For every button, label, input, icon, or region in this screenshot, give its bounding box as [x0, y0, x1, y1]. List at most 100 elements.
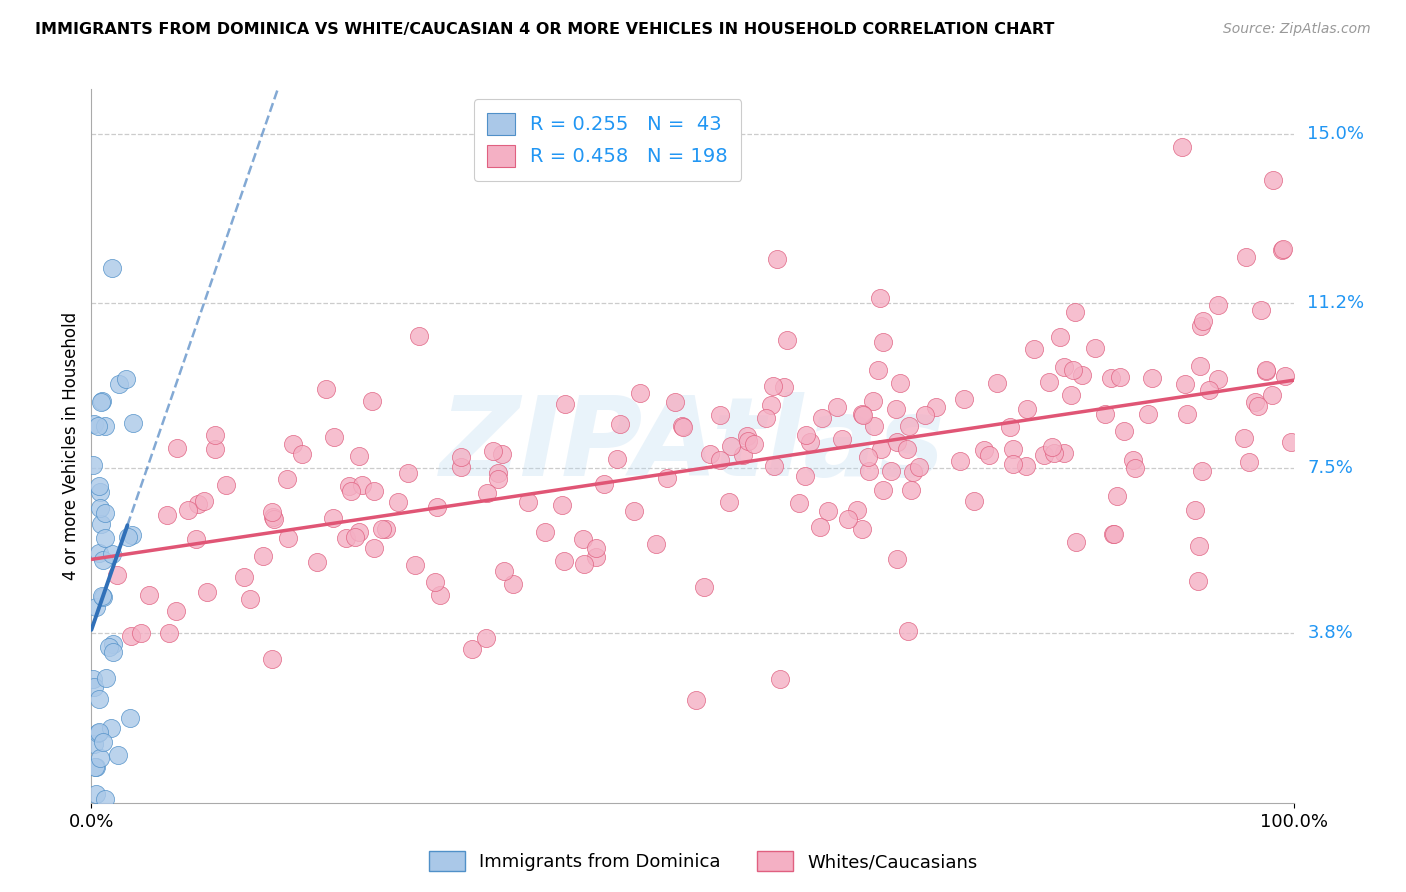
Point [315, 382, 337, 396]
Point [322, 511, 344, 525]
Point [517, 495, 540, 509]
Point [1137, 407, 1160, 421]
Point [1099, 371, 1122, 385]
Point [1002, 457, 1025, 471]
Point [1038, 375, 1060, 389]
Point [766, 252, 789, 266]
Point [858, 464, 880, 478]
Point [193, 494, 215, 508]
Point [232, 570, 254, 584]
Point [87, 691, 110, 706]
Point [1108, 369, 1130, 384]
Point [156, 508, 179, 522]
Point [869, 291, 891, 305]
Point [90, 395, 112, 409]
Point [339, 484, 361, 499]
Legend: Immigrants from Dominica, Whites/Caucasians: Immigrants from Dominica, Whites/Caucasi… [422, 844, 984, 879]
Point [1064, 534, 1087, 549]
Point [122, 416, 145, 430]
Point [863, 419, 886, 434]
Point [1123, 460, 1146, 475]
Point [491, 447, 513, 461]
Point [671, 419, 693, 434]
Point [350, 478, 373, 492]
Point [1043, 446, 1066, 460]
Point [1261, 388, 1284, 402]
Text: Source: ZipAtlas.com: Source: ZipAtlas.com [1223, 22, 1371, 37]
Point [115, 372, 138, 386]
Point [776, 333, 799, 347]
Point [89, 501, 111, 516]
Point [623, 503, 645, 517]
Point [1102, 527, 1125, 541]
Point [664, 395, 686, 409]
Point [475, 632, 498, 646]
Legend: R = 0.255   N =  43, R = 0.458   N = 198: R = 0.255 N = 43, R = 0.458 N = 198 [474, 99, 741, 181]
Point [82, 458, 104, 472]
Point [120, 629, 142, 643]
Point [83, 737, 105, 751]
Point [83, 680, 105, 694]
Point [986, 376, 1008, 391]
Point [889, 376, 911, 391]
Point [108, 377, 131, 392]
Point [1279, 434, 1302, 449]
Point [165, 603, 187, 617]
Point [1040, 440, 1063, 454]
Point [896, 442, 918, 456]
Point [709, 453, 731, 467]
Text: 3.8%: 3.8% [1308, 624, 1353, 642]
Point [572, 557, 595, 571]
Point [204, 442, 226, 457]
Point [572, 532, 595, 546]
Point [107, 748, 129, 763]
Point [606, 452, 628, 467]
Point [94, 419, 117, 434]
Point [482, 443, 505, 458]
Point [851, 407, 873, 421]
Point [91, 590, 114, 604]
Point [733, 448, 755, 462]
Point [1206, 372, 1229, 386]
Point [475, 486, 498, 500]
Point [105, 568, 128, 582]
Point [450, 450, 472, 464]
Point [808, 520, 831, 534]
Point [1053, 359, 1076, 374]
Point [486, 472, 509, 486]
Point [1261, 172, 1284, 186]
Point [901, 465, 924, 479]
Y-axis label: 4 or more Vehicles in Household: 4 or more Vehicles in Household [62, 312, 80, 580]
Point [347, 450, 370, 464]
Point [461, 642, 484, 657]
Point [276, 473, 298, 487]
Point [762, 379, 785, 393]
Point [709, 409, 731, 423]
Point [360, 394, 382, 409]
Point [817, 504, 839, 518]
Point [1247, 399, 1270, 413]
Point [845, 503, 868, 517]
Point [263, 512, 285, 526]
Point [387, 494, 409, 508]
Point [93, 506, 115, 520]
Point [166, 441, 188, 455]
Point [89, 479, 111, 493]
Point [585, 549, 607, 564]
Point [672, 420, 695, 434]
Point [1070, 368, 1092, 382]
Point [423, 575, 446, 590]
Point [100, 547, 122, 561]
Point [886, 551, 908, 566]
Point [89, 546, 111, 560]
Point [657, 471, 679, 485]
Point [1256, 363, 1278, 377]
Point [1198, 384, 1220, 398]
Point [925, 400, 948, 414]
Point [907, 460, 929, 475]
Point [450, 459, 472, 474]
Point [1243, 395, 1265, 409]
Point [89, 751, 111, 765]
Point [1271, 243, 1294, 257]
Point [831, 432, 853, 446]
